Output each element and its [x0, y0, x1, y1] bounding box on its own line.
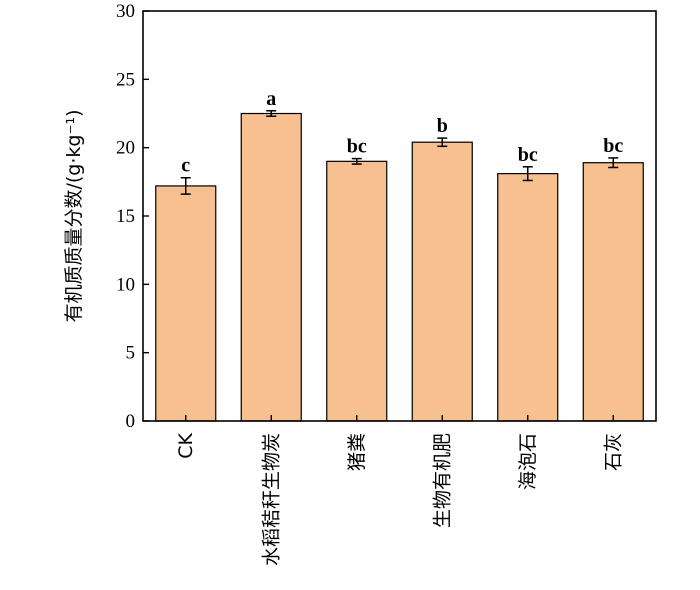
bar: [411, 141, 473, 422]
y-tick-label: 30: [116, 1, 135, 22]
significance-label: bc: [603, 135, 623, 157]
y-tick-label: 20: [116, 138, 135, 159]
y-tick-label: 10: [116, 274, 135, 295]
error-bar: [351, 157, 362, 165]
y-axis-ticks: 0 5 10 15 20 25 30: [116, 1, 149, 432]
bar: [497, 173, 559, 422]
x-tick-label: 石灰: [602, 433, 624, 471]
x-tick-label: 水稻秸秆生物炭: [260, 433, 282, 566]
y-tick-label: 25: [116, 69, 135, 90]
y-tick-label: 5: [126, 343, 136, 364]
significance-label: a: [266, 88, 276, 110]
bar: [240, 112, 302, 422]
significance-label: bc: [347, 136, 367, 158]
error-bar: [266, 110, 277, 117]
bar: [155, 185, 217, 422]
y-axis-label: 有机质质量分数/(g·kg⁻¹): [63, 109, 85, 322]
y-tick-label: 15: [116, 206, 135, 227]
significance-labels-layer: c a bc b bc bc: [181, 88, 623, 177]
significance-label: bc: [518, 144, 538, 166]
x-axis-ticks: CK 水稻秸秆生物炭 猪粪 生物有机肥 海泡石 石灰: [175, 415, 624, 566]
x-tick-label: 海泡石: [517, 433, 539, 490]
bar: [326, 160, 388, 422]
error-bar: [608, 157, 619, 169]
y-tick-label: 0: [126, 411, 136, 432]
significance-label: b: [437, 115, 448, 137]
bar: [582, 162, 644, 422]
error-bar: [522, 166, 533, 182]
error-bar: [180, 176, 191, 195]
x-tick-label: 生物有机肥: [431, 433, 453, 528]
significance-label: c: [181, 155, 190, 177]
plot-frame: [142, 10, 657, 422]
bars-layer: [155, 112, 644, 422]
x-tick-label: 猪粪: [346, 433, 368, 471]
error-bar: [437, 137, 448, 148]
error-bars-layer: [180, 110, 619, 195]
x-tick-label: CK: [175, 432, 197, 458]
